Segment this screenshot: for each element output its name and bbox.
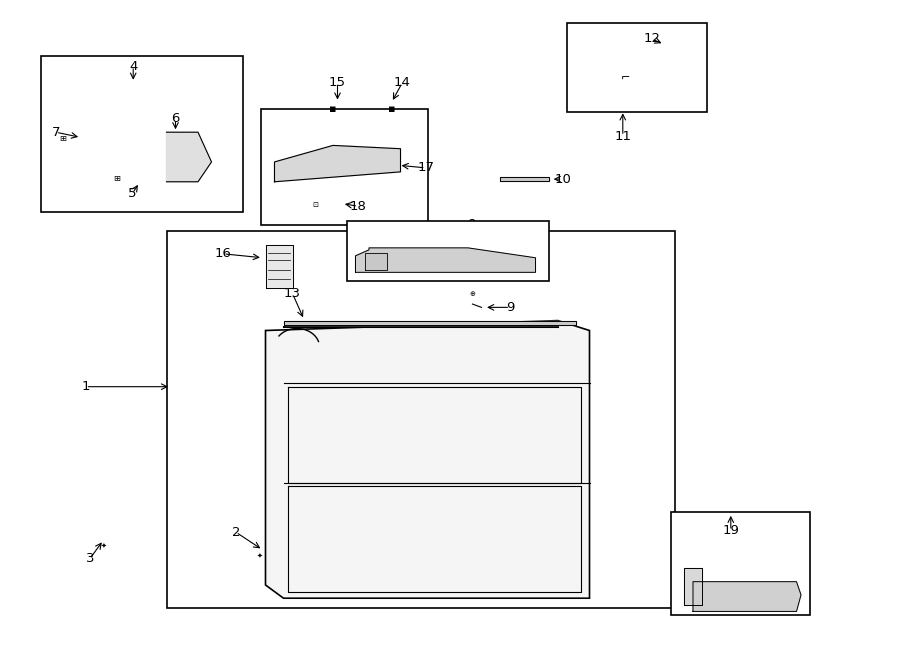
Polygon shape	[274, 145, 400, 182]
Text: 3: 3	[86, 552, 94, 565]
Text: 14: 14	[394, 76, 410, 89]
Polygon shape	[364, 253, 387, 270]
Text: 9: 9	[506, 301, 515, 314]
Text: 7: 7	[51, 126, 60, 139]
Text: 13: 13	[284, 287, 301, 300]
Text: ⊕: ⊕	[470, 291, 475, 297]
Bar	[40, 56, 243, 212]
Text: ⌐: ⌐	[621, 74, 630, 85]
Text: 12: 12	[644, 32, 660, 46]
Text: ✦: ✦	[256, 552, 262, 559]
Text: ▪: ▪	[388, 104, 395, 114]
Bar	[261, 109, 428, 225]
Text: 11: 11	[615, 130, 631, 143]
Text: ⊕: ⊕	[375, 271, 381, 278]
Text: ✦: ✦	[101, 542, 106, 549]
Text: 6: 6	[171, 112, 180, 126]
Text: 19: 19	[723, 524, 739, 537]
Polygon shape	[693, 582, 801, 611]
Polygon shape	[500, 177, 549, 181]
Polygon shape	[284, 321, 576, 325]
Text: ⋄: ⋄	[168, 137, 174, 147]
Bar	[346, 221, 549, 281]
Text: ⊞: ⊞	[113, 174, 121, 183]
Text: 5: 5	[128, 187, 137, 200]
Text: ⊞: ⊞	[59, 134, 67, 143]
Text: 15: 15	[329, 76, 346, 89]
Polygon shape	[166, 132, 212, 182]
Text: 17: 17	[418, 161, 434, 175]
Text: 1: 1	[81, 380, 90, 393]
Text: 4: 4	[129, 59, 138, 73]
Polygon shape	[684, 568, 702, 605]
Polygon shape	[356, 248, 536, 272]
Text: 2: 2	[231, 525, 240, 539]
Polygon shape	[266, 245, 292, 288]
Text: 16: 16	[215, 247, 231, 260]
Polygon shape	[266, 321, 590, 598]
Bar	[567, 23, 706, 112]
Text: 8: 8	[467, 218, 476, 231]
Text: 10: 10	[554, 173, 571, 186]
Text: ⊡: ⊡	[312, 202, 318, 208]
Bar	[166, 231, 675, 608]
Text: 18: 18	[350, 200, 366, 213]
Text: ▪: ▪	[329, 104, 337, 114]
Bar	[670, 512, 810, 615]
